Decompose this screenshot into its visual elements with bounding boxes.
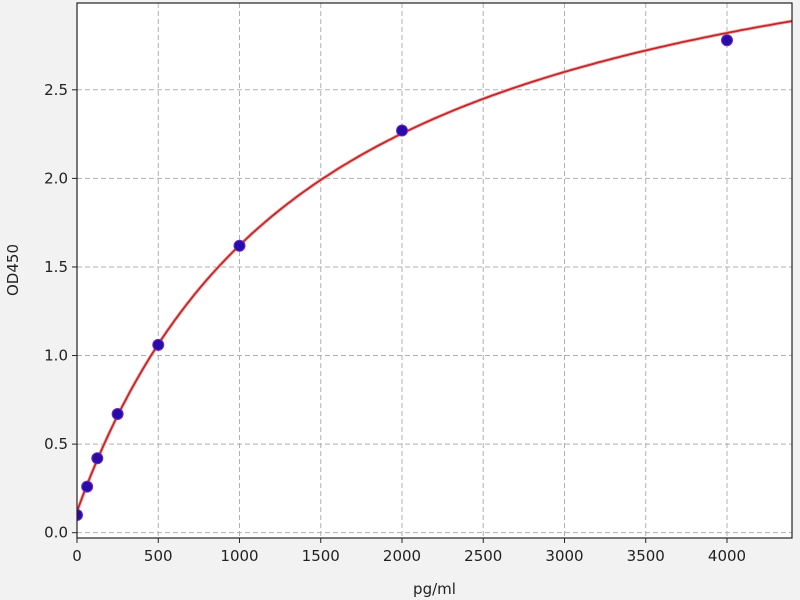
data-point [77,508,83,521]
fit-curve-group [77,19,792,513]
x-tick-label: 0 [72,547,82,565]
data-point [396,124,408,137]
y-tick-label: 1.0 [44,347,68,365]
x-tick-label: 2000 [383,547,421,565]
y-tick-label: 1.5 [44,258,68,276]
y-tick-label: 2.5 [44,81,68,99]
data-point [721,34,733,47]
x-tick-label: 4000 [708,547,746,565]
data-point [111,407,124,420]
x-axis-label: pg/ml [413,580,456,598]
plot-frame [76,2,793,539]
x-tick-label: 500 [144,547,173,565]
x-tick-label: 1000 [220,547,258,565]
x-tick-label: 3000 [545,547,583,565]
axis-ticks: 0 500 1000 1500 2000 2500 3000 3500 4000 0.0 0.5 1.… [44,81,746,565]
x-tick-label: 2500 [464,547,502,565]
data-point [233,239,246,252]
fit-curve-line [77,20,792,512]
y-tick-label: 0.0 [44,524,68,542]
data-points [77,34,733,521]
data-point [152,338,165,351]
data-point [91,452,104,465]
plot-area [77,3,792,538]
x-tick-label: 3500 [627,547,665,565]
x-tick-label: 1500 [302,547,340,565]
y-axis-label: OD450 [4,244,22,296]
data-point [81,480,94,493]
y-tick-label: 2.0 [44,169,68,187]
grid-lines [76,3,792,538]
y-tick-label: 0.5 [44,435,68,453]
